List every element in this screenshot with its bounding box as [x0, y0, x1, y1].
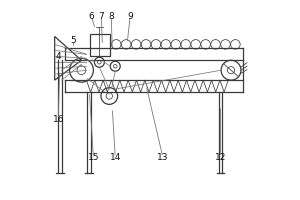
Text: 5: 5: [71, 36, 76, 45]
Text: 13: 13: [157, 153, 169, 162]
Text: 16: 16: [52, 115, 64, 124]
Text: 12: 12: [215, 153, 226, 162]
Text: 14: 14: [110, 153, 121, 162]
Text: 7: 7: [98, 12, 104, 21]
Text: 6: 6: [88, 12, 94, 21]
Text: 8: 8: [108, 12, 114, 21]
Text: 9: 9: [127, 12, 133, 21]
Text: 4: 4: [56, 52, 61, 61]
Text: 15: 15: [88, 153, 99, 162]
Bar: [90, 34, 110, 56]
